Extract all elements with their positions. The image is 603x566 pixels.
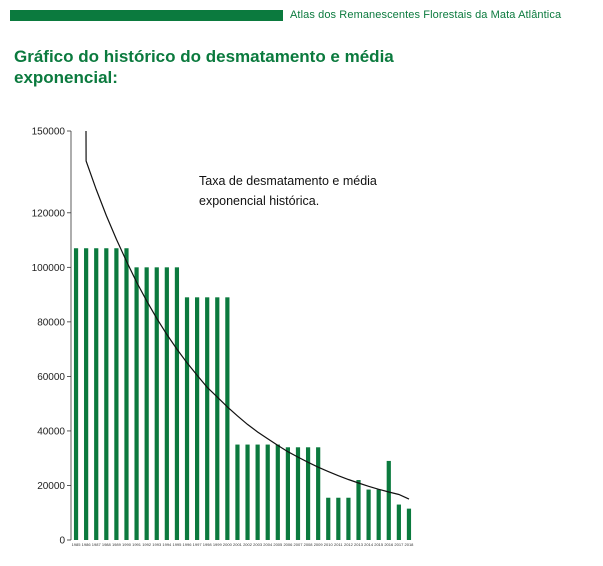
x-tick-label: 2010 [324,542,334,547]
bar [235,444,240,540]
bar [195,297,200,540]
bar [164,267,169,540]
y-tick-label: 120000 [32,208,66,219]
bar [295,447,301,540]
chart-title: Gráfico do histórico do desmatamento e m… [14,47,394,87]
x-tick-label: 2003 [253,542,263,547]
x-tick-label: 1988 [102,542,112,547]
bar [336,497,341,540]
x-tick-label: 1995 [172,542,182,547]
x-tick-label: 1985 [72,542,82,547]
x-tick-label: 1997 [193,542,203,547]
y-tick-label: 150000 [32,127,66,138]
bar [316,447,321,540]
x-tick-label: 2001 [233,542,243,547]
x-tick-label: 1986 [82,542,92,547]
y-axis: 0 20000 40000 60000 80000 100000 120000 150000 [32,127,72,547]
bar [73,248,79,540]
x-tick-label: 2016 [384,542,394,547]
x-tick-label: 2017 [394,542,404,547]
bar [406,508,412,540]
y-tick-label: 100000 [32,263,66,274]
exponential-trend-line [85,130,410,500]
x-tick-label: 2007 [294,542,304,547]
bar [326,497,331,540]
x-tick-label: 2014 [364,542,374,547]
header-bar [10,10,283,21]
x-tick-label: 2018 [405,542,415,547]
bar [346,497,351,540]
annotation-line-1: Taxa de desmatamento e média [199,174,377,188]
bars [73,248,412,540]
x-tick-label: 1987 [92,542,102,547]
bar [265,444,270,540]
bar [184,297,190,540]
x-tick-label: 1998 [203,542,213,547]
x-tick-label: 2002 [243,542,253,547]
y-tick-label: 40000 [37,426,65,437]
x-tick-label: 1992 [142,542,152,547]
x-tick-label: 2000 [223,542,233,547]
bar [275,444,280,540]
bar [174,267,180,540]
y-tick-label: 20000 [37,481,65,492]
bar [245,444,250,540]
x-tick-label: 2005 [273,542,283,547]
bar [255,444,260,540]
x-tick-label: 2004 [263,542,273,547]
header-title: Atlas dos Remanescentes Florestais da Ma… [290,9,562,21]
bar [225,297,230,540]
x-tick-label: 1996 [183,542,193,547]
bar [356,480,361,540]
bar [305,447,311,540]
bar [134,267,139,540]
bar [366,489,371,540]
bar [285,447,290,540]
x-tick-label: 2011 [334,542,343,547]
x-tick-label: 2006 [283,542,293,547]
bar [144,267,149,540]
x-tick-label: 2013 [354,542,364,547]
x-tick-label: 1993 [152,542,162,547]
x-tick-label: 2009 [314,542,324,547]
bar [104,248,109,540]
bar [376,489,381,540]
annotation-line-2: exponencial histórica. [199,194,319,208]
x-tick-labels: 1985 1986 1987 1988 1989 1990 1991 1992 1993 1994… [72,542,415,547]
x-tick-label: 1994 [162,542,172,547]
x-tick-label: 1991 [132,542,142,547]
bar [205,297,210,540]
y-tick-label: 60000 [37,372,65,383]
bar [154,267,159,540]
bar [114,248,119,540]
bar [215,297,220,540]
y-tick-label: 0 [59,536,65,547]
x-tick-label: 1999 [213,542,223,547]
bar [396,504,401,540]
bar [94,248,99,540]
bar [84,248,89,540]
x-tick-label: 1989 [112,542,122,547]
x-tick-label: 2008 [304,542,314,547]
y-tick-label: 80000 [37,317,65,328]
x-tick-label: 1990 [122,542,132,547]
bar [124,248,129,540]
x-tick-label: 2012 [344,542,354,547]
bar [386,460,391,540]
x-tick-label: 2015 [374,542,384,547]
